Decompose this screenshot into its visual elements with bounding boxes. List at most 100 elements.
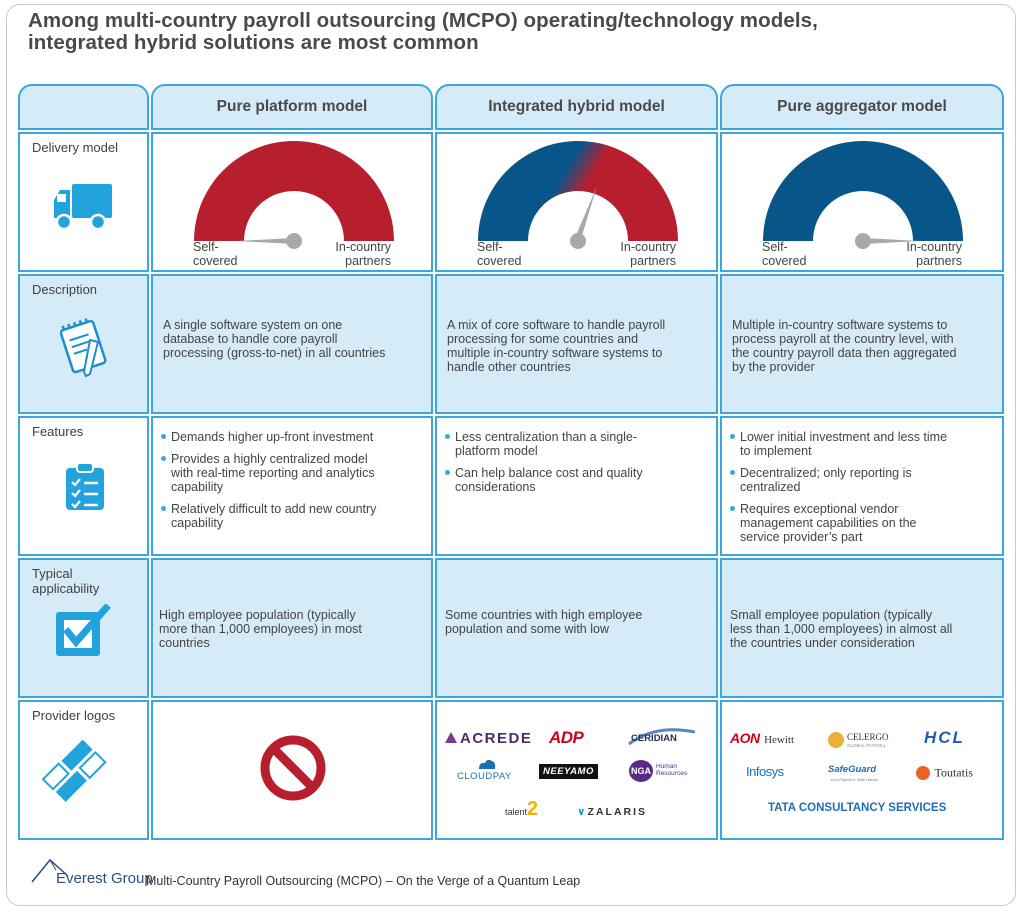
- text-line: database to handle core payroll: [163, 332, 338, 346]
- label-line: In-country: [335, 240, 391, 254]
- description-pure-aggregator: Multiple in-country software systems to …: [720, 274, 1004, 414]
- text-line: by the provider: [732, 360, 815, 374]
- description-text: A mix of core software to handle payroll…: [447, 318, 665, 374]
- truck-icon: [54, 184, 112, 231]
- row-label: Typical applicability: [32, 566, 100, 596]
- logo-celergo: CELERGO GLOBAL PAYROLL: [828, 730, 898, 754]
- header-label: Pure platform model: [216, 98, 368, 115]
- gauge-cell-pure-aggregator: Self-covered In-country partners: [720, 132, 1004, 272]
- text-line: Relatively difficult to add new country: [171, 502, 377, 516]
- applicability-integrated-hybrid: Some countries with high employee popula…: [435, 558, 718, 698]
- logo-toutatis: Toutatis: [916, 764, 973, 782]
- logo-neeyamo: NEEYAMO: [539, 764, 598, 779]
- checkbox-icon: [56, 604, 111, 656]
- row-label: Description: [32, 282, 98, 297]
- prohibition-icon: [260, 735, 326, 801]
- logos-pure-aggregator: AON Hewitt CELERGO GLOBAL PAYROLL HCL In…: [720, 700, 1004, 840]
- row-logos-label-cell: Provider logos: [18, 700, 149, 840]
- logo-text: NEEYAMO: [543, 766, 594, 777]
- feature-item: Relatively difficult to add new country c…: [159, 502, 376, 530]
- title-line-1: Among multi-country payroll outsourcing …: [28, 9, 818, 32]
- celergo-globe-icon: [828, 732, 844, 748]
- applicability-pure-aggregator: Small employee population (typically les…: [720, 558, 1004, 698]
- features-list: Lower initial investment and less time to…: [728, 430, 947, 552]
- header-corner: [18, 84, 149, 130]
- text-line: more than 1,000 employees) in most: [159, 622, 362, 636]
- feature-item: Lower initial investment and less time to…: [728, 430, 947, 458]
- logo-text: ADP: [549, 728, 584, 747]
- text-line: management capabilities on the: [740, 516, 917, 530]
- text-line: processing for some countries and: [447, 332, 639, 346]
- text-line: considerations: [455, 480, 536, 494]
- feature-item: Provides a highly centralized model with …: [159, 452, 376, 494]
- clipboard-checklist-icon: [66, 462, 104, 510]
- logo-text: Hewitt: [764, 734, 795, 746]
- logo-tcs: TATA CONSULTANCY SERVICES: [768, 802, 946, 814]
- description-text: A single software system on one database…: [163, 318, 385, 360]
- text-line: handle other countries: [447, 360, 571, 374]
- gauge-left-label: Self-covered: [477, 240, 521, 268]
- logos-integrated-hybrid: ACREDE ADP CERIDIAN CLOUDPAY NEEYAMO NGA…: [435, 700, 718, 840]
- text-line: Small employee population (typically: [730, 608, 933, 622]
- logo-text: Toutatis: [934, 765, 973, 780]
- label-line: partners: [630, 254, 676, 268]
- gauge-pivot: [855, 233, 871, 249]
- applicability-pure-platform: High employee population (typically more…: [151, 558, 433, 698]
- logo-adp: ADP: [549, 728, 584, 748]
- label-line: covered: [193, 254, 238, 268]
- gauge-pivot: [286, 233, 302, 249]
- gauge-pure-platform: [194, 141, 394, 249]
- header-pure-aggregator: Pure aggregator model: [720, 84, 1004, 130]
- logos-pure-platform: [151, 700, 433, 840]
- text-line: High employee population (typically: [159, 608, 356, 622]
- logo-nga: NGA Human Resources: [629, 760, 695, 784]
- notepad-pencil-icon: [60, 318, 107, 378]
- feature-item: Demands higher up-front investment: [159, 430, 376, 444]
- text-line: Demands higher up-front investment: [171, 430, 374, 444]
- logo-text: AON: [730, 730, 760, 746]
- gauge-arc: [194, 141, 394, 241]
- label-line: partners: [916, 254, 962, 268]
- logo-zalaris: ∨ZALARIS: [577, 806, 647, 818]
- text-line: Multiple in-country software systems to: [732, 318, 948, 332]
- logo-number: 2: [527, 798, 539, 820]
- logo-text: CELERGO: [847, 732, 889, 742]
- gauge-right-label: In-country partners: [906, 240, 962, 268]
- text-line: Less centralization than a single-: [455, 430, 638, 444]
- text-line: A mix of core software to handle payroll: [447, 318, 666, 332]
- text-line: processing (gross-to-net) in all countri…: [163, 346, 386, 360]
- text-line: Lower initial investment and less time: [740, 430, 948, 444]
- text-line: countries: [159, 636, 210, 650]
- row-applicability-label-cell: Typical applicability: [18, 558, 149, 698]
- logo-text: HCL: [924, 728, 965, 747]
- features-pure-platform: Demands higher up-front investment Provi…: [151, 416, 433, 556]
- text-line: with real-time reporting and analytics: [171, 466, 375, 480]
- description-pure-platform: A single software system on one database…: [151, 274, 433, 414]
- logo-text: talent: [505, 807, 528, 817]
- text-line: Can help balance cost and quality: [455, 466, 643, 480]
- label-line: partners: [345, 254, 391, 268]
- label-line: covered: [477, 254, 522, 268]
- text-line: Some countries with high employee: [445, 608, 643, 622]
- gauge-left-label: Self-covered: [762, 240, 806, 268]
- footer: Everest Group Multi-Country Payroll Outs…: [31, 858, 736, 894]
- label-line: Self-: [477, 240, 503, 254]
- text-line: platform model: [455, 444, 538, 458]
- footer-report-title: Multi-Country Payroll Outsourcing (MCPO)…: [146, 874, 581, 888]
- gauge-integrated-hybrid: [478, 141, 678, 249]
- header-integrated-hybrid: Integrated hybrid model: [435, 84, 718, 130]
- gauge-needle: [863, 238, 921, 244]
- applicability-text: Small employee population (typically les…: [730, 608, 952, 650]
- text-line: Decentralized; only reporting is: [740, 466, 912, 480]
- logo-talent2: talent2: [505, 798, 538, 821]
- text-line: Human: [656, 763, 677, 770]
- row-label: Delivery model: [32, 140, 118, 155]
- gauge-cell-pure-platform: Self-covered In-country partners: [151, 132, 433, 272]
- logo-text: ZALARIS: [587, 806, 648, 818]
- gauge-pivot: [570, 233, 586, 249]
- text-line: A single software system on one: [163, 318, 343, 332]
- logo-text: TATA CONSULTANCY SERVICES: [768, 802, 947, 814]
- gauge-right-label: In-country partners: [620, 240, 676, 268]
- label-line: Self-: [193, 240, 219, 254]
- features-pure-aggregator: Lower initial investment and less time to…: [720, 416, 1004, 556]
